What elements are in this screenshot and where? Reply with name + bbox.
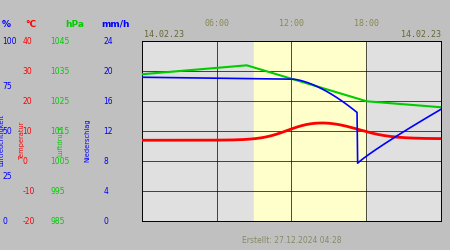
Text: 30: 30: [22, 67, 32, 76]
Text: 16: 16: [104, 97, 113, 106]
Text: Luftdruck: Luftdruck: [58, 125, 64, 156]
Text: 24: 24: [104, 37, 113, 46]
Text: Temperatur: Temperatur: [18, 121, 25, 160]
Text: 0: 0: [22, 157, 27, 166]
Text: 75: 75: [2, 82, 12, 91]
Text: 20: 20: [104, 67, 113, 76]
Text: 1015: 1015: [50, 127, 70, 136]
Text: 20: 20: [22, 97, 32, 106]
Text: -20: -20: [22, 217, 35, 226]
Text: 4: 4: [104, 187, 108, 196]
Text: 25: 25: [2, 172, 12, 181]
Text: 40: 40: [22, 37, 32, 46]
Text: 0: 0: [2, 217, 7, 226]
Text: 12:00: 12:00: [279, 18, 304, 28]
Text: hPa: hPa: [65, 20, 84, 29]
Text: 1035: 1035: [50, 67, 70, 76]
Text: 10: 10: [22, 127, 32, 136]
Text: 1025: 1025: [50, 97, 70, 106]
Text: Niederschlag: Niederschlag: [85, 118, 91, 162]
Bar: [254, 41, 366, 221]
Text: 06:00: 06:00: [204, 18, 229, 28]
Text: 1045: 1045: [50, 37, 70, 46]
Text: 985: 985: [50, 217, 65, 226]
Text: Luftfeuchtigkeit: Luftfeuchtigkeit: [0, 114, 5, 166]
Text: 12: 12: [104, 127, 113, 136]
Text: 100: 100: [2, 37, 17, 46]
Text: 1005: 1005: [50, 157, 70, 166]
Text: 0: 0: [104, 217, 108, 226]
Text: 50: 50: [2, 127, 12, 136]
Text: 18:00: 18:00: [354, 18, 379, 28]
Text: 14.02.23: 14.02.23: [144, 30, 184, 39]
Text: -10: -10: [22, 187, 35, 196]
Text: 995: 995: [50, 187, 65, 196]
Text: mm/h: mm/h: [101, 20, 130, 29]
Text: 8: 8: [104, 157, 108, 166]
Text: %: %: [2, 20, 11, 29]
Text: Erstellt: 27.12.2024 04:28: Erstellt: 27.12.2024 04:28: [242, 236, 341, 245]
Text: °C: °C: [25, 20, 36, 29]
Text: 14.02.23: 14.02.23: [401, 30, 441, 39]
